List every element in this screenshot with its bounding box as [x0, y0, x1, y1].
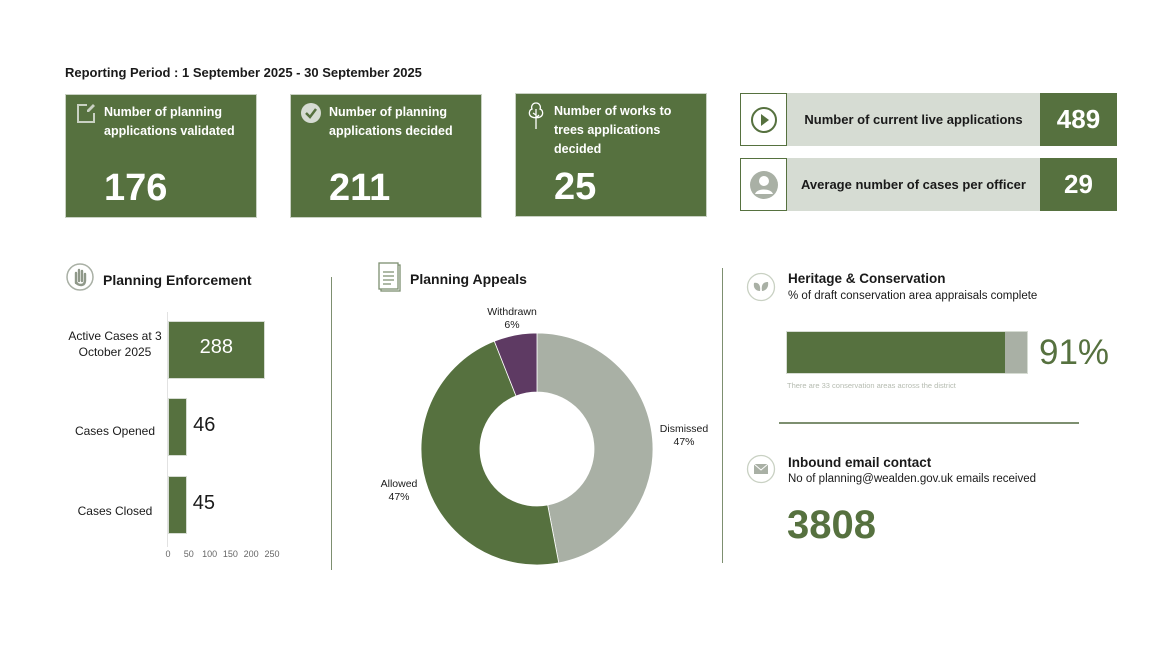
edit-icon [77, 104, 95, 123]
x-tick-label: 100 [202, 549, 218, 559]
slice-label-dismissed: Dismissed 47% [659, 423, 709, 448]
bar [168, 476, 187, 534]
bar-value-label: 45 [192, 492, 215, 514]
email-count: 3808 [787, 503, 876, 547]
kpi-live-applications: Number of current live applications 489 [740, 93, 1117, 146]
reporting-period: Reporting Period : 1 September 2025 - 30… [65, 65, 422, 80]
x-tick-label: 250 [264, 549, 280, 559]
bar-category-label: Cases Closed [77, 504, 153, 518]
card-value: 25 [554, 166, 597, 208]
slice-label-allowed: Allowed 47% [380, 478, 418, 503]
x-tick-label: 150 [222, 549, 238, 559]
document-icon [378, 262, 401, 292]
heritage-progress-bar [786, 331, 1028, 374]
kpi-value: 489 [1040, 93, 1117, 146]
heritage-subtitle: % of draft conservation area appraisals … [788, 290, 1038, 302]
email-title: Inbound email contact [788, 455, 932, 470]
donut-slice-withdrawn [493, 332, 538, 397]
x-tick-label: 0 [165, 549, 171, 559]
card-validated: Number of planning applications validate… [65, 94, 257, 218]
card-trees: Number of works to trees applications de… [515, 93, 707, 217]
heritage-title: Heritage & Conservation [788, 271, 946, 286]
bar-axis [167, 312, 168, 547]
x-tick-label: 50 [183, 549, 194, 559]
donut-slice-dismissed [536, 332, 654, 564]
kpi-value: 29 [1040, 158, 1117, 211]
heritage-progress-fill [787, 332, 1006, 373]
bar-category-label: Cases Opened [74, 424, 156, 438]
hand-icon [66, 263, 94, 291]
card-label: Number of planning applications decided [329, 105, 453, 138]
tree-icon [528, 102, 544, 129]
play-icon [750, 106, 777, 133]
card-value: 211 [329, 167, 391, 209]
heritage-percent: 91% [1039, 333, 1110, 372]
kpi-label: Average number of cases per officer [787, 158, 1040, 211]
card-decided: Number of planning applications decided … [290, 94, 482, 218]
x-tick-label: 200 [243, 549, 259, 559]
heritage-note: There are 33 conservation areas across t… [787, 381, 956, 390]
bar-category-label: Active Cases at 3 October 2025 [68, 329, 162, 359]
bar [168, 398, 188, 456]
appeals-title: Planning Appeals [410, 271, 527, 287]
enforcement-title: Planning Enforcement [103, 272, 252, 288]
divider [331, 277, 332, 570]
kpi-cases-per-officer: Average number of cases per officer 29 [740, 158, 1117, 211]
card-label: Number of planning applications validate… [104, 105, 235, 138]
divider [779, 422, 1079, 424]
check-circle-icon [301, 103, 321, 123]
person-icon [749, 170, 778, 199]
donut-slice-allowed [420, 340, 560, 566]
divider [722, 268, 723, 563]
bar-value-label: 288 [199, 336, 234, 358]
bar [168, 321, 265, 379]
bar-value-label: 46 [193, 414, 216, 436]
slice-label-withdrawn: Withdrawn 6% [487, 306, 537, 331]
card-value: 176 [104, 167, 168, 209]
leaf-icon [746, 272, 776, 302]
kpi-label: Number of current live applications [787, 93, 1040, 146]
envelope-icon [746, 454, 776, 484]
card-label: Number of works to trees applications de… [554, 104, 672, 156]
email-subtitle: No of planning@wealden.gov.uk emails rec… [788, 473, 1036, 485]
